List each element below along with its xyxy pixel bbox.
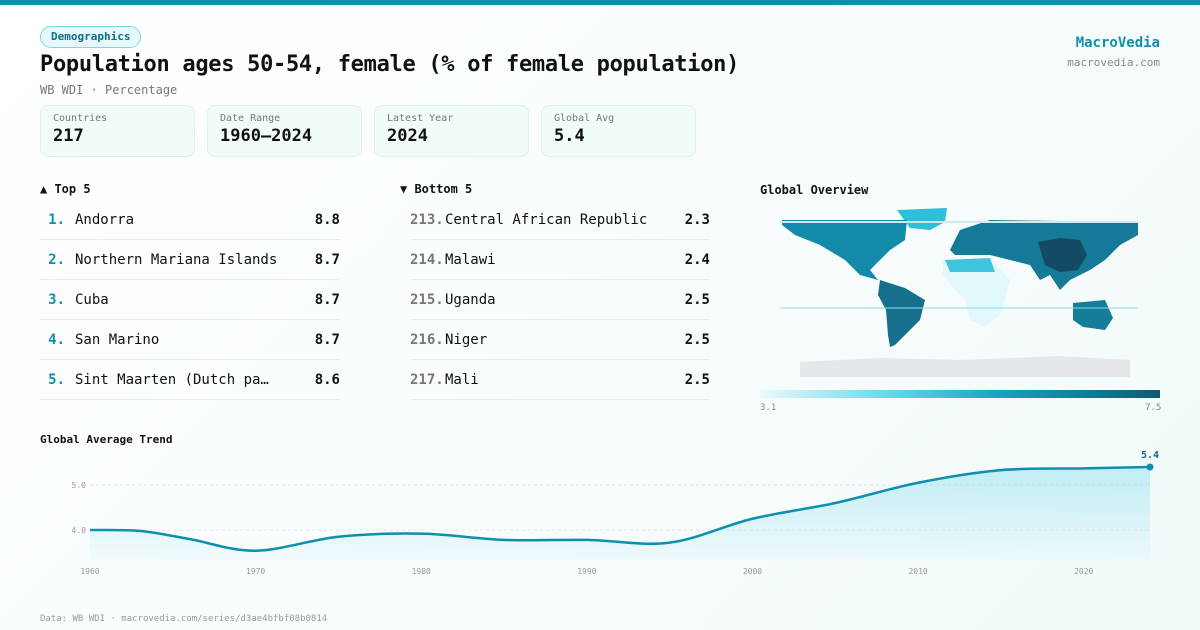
rank: 216. — [410, 331, 444, 348]
y-tick-label: 5.0 — [72, 481, 87, 490]
country-value: 2.5 — [684, 291, 710, 308]
country-name: San Marino — [75, 331, 160, 348]
map-heading: Global Overview — [760, 183, 869, 197]
trend-heading: Global Average Trend — [40, 433, 173, 446]
country-name: Mali — [445, 371, 479, 388]
y-tick-label: 4.0 — [72, 526, 87, 535]
map-north-africa — [945, 258, 995, 272]
x-tick-label: 1970 — [246, 567, 265, 576]
world-map — [780, 208, 1138, 377]
map-china — [1038, 238, 1087, 272]
rank: 5. — [48, 371, 65, 388]
country-name: Andorra — [75, 211, 135, 228]
x-tick-label: 1990 — [577, 567, 596, 576]
rank: 213. — [410, 211, 444, 228]
x-tick-label: 2010 — [908, 567, 927, 576]
rank: 215. — [410, 291, 444, 308]
ranking-row[interactable]: 1. Andorra 8.8 — [40, 200, 340, 240]
map-africa — [943, 258, 1010, 327]
country-value: 8.8 — [314, 211, 340, 228]
page-title: Population ages 50-54, female (% of fema… — [40, 52, 740, 77]
country-name: Northern Mariana Islands — [75, 251, 278, 268]
rank: 214. — [410, 251, 444, 268]
ranking-row[interactable]: 4. San Marino 8.7 — [40, 320, 340, 360]
top-accent-bar — [0, 0, 1200, 5]
trend-line — [89, 465, 1151, 552]
country-name: Malawi — [445, 251, 496, 268]
ranking-row[interactable]: 215. Uganda 2.5 — [410, 280, 710, 320]
rank: 4. — [48, 331, 65, 348]
map-north-america — [782, 220, 907, 280]
last-value-label: 5.4 — [1141, 450, 1159, 461]
country-value: 2.5 — [684, 331, 710, 348]
stat-label: Date Range — [220, 113, 281, 124]
country-value: 8.7 — [314, 251, 340, 268]
country-name: Sint Maarten (Dutch pa… — [75, 371, 269, 388]
category-badge[interactable]: Demographics — [40, 26, 142, 48]
rank: 217. — [410, 371, 444, 388]
brand-url[interactable]: macrovedia.com — [1067, 56, 1160, 69]
stat-label: Latest Year — [387, 113, 454, 124]
stat-value: 5.4 — [554, 126, 585, 146]
country-value: 2.3 — [684, 211, 710, 228]
stat-label: Global Avg — [554, 113, 615, 124]
map-australia — [1073, 300, 1113, 330]
x-tick-label: 2000 — [743, 567, 762, 576]
ranking-row[interactable]: 213. Central African Republic 2.3 — [410, 200, 710, 240]
stat-card-global-avg: Global Avg 5.4 — [541, 105, 696, 157]
x-tick-label: 2020 — [1074, 567, 1093, 576]
brand-logo[interactable]: MacroVedia — [1075, 35, 1160, 51]
country-name: Central African Republic — [445, 211, 648, 228]
country-name: Niger — [445, 331, 488, 348]
map-color-legend — [760, 390, 1160, 398]
stat-label: Countries — [53, 113, 108, 124]
ranking-row[interactable]: 214. Malawi 2.4 — [410, 240, 710, 280]
country-value: 2.5 — [684, 371, 710, 388]
rank: 2. — [48, 251, 65, 268]
rank: 1. — [48, 211, 65, 228]
ranking-row[interactable]: 3. Cuba 8.7 — [40, 280, 340, 320]
stat-value: 217 — [53, 126, 84, 146]
map-greenland — [897, 208, 947, 230]
ranking-row[interactable]: 217. Mali 2.5 — [410, 360, 710, 400]
page-subtitle: WB WDI · Percentage — [40, 83, 178, 97]
rank: 3. — [48, 291, 65, 308]
stat-card-date-range: Date Range 1960–2024 — [207, 105, 362, 157]
legend-max: 7.5 — [1145, 403, 1162, 413]
trend-chart: 4.0 5.0 1960 1970 1980 1990 2000 2010 2020 5.4 — [72, 450, 1159, 576]
country-value: 8.7 — [314, 291, 340, 308]
ranking-row[interactable]: 5. Sint Maarten (Dutch pa… 8.6 — [40, 360, 340, 400]
map-south-america — [878, 280, 925, 347]
x-tick-label: 1980 — [412, 567, 431, 576]
footer-source: Data: WB WDI · macrovedia.com/series/d3a… — [40, 614, 328, 624]
stat-value: 2024 — [387, 126, 428, 146]
bottom5-heading: ▼ Bottom 5 — [400, 182, 473, 196]
ranking-row[interactable]: 2. Northern Mariana Islands 8.7 — [40, 240, 340, 280]
legend-min: 3.1 — [760, 403, 777, 413]
top5-heading: ▲ Top 5 — [40, 182, 91, 196]
country-name: Uganda — [445, 291, 496, 308]
ranking-row[interactable]: 216. Niger 2.5 — [410, 320, 710, 360]
map-antarctica — [800, 356, 1130, 377]
country-value: 8.6 — [314, 371, 340, 388]
country-value: 2.4 — [684, 251, 710, 268]
stat-value: 1960–2024 — [220, 126, 313, 146]
trend-area — [90, 467, 1150, 560]
stat-card-latest-year: Latest Year 2024 — [374, 105, 529, 157]
data-point — [1146, 463, 1154, 471]
x-tick-label: 1960 — [80, 567, 99, 576]
country-name: Cuba — [75, 291, 109, 308]
country-value: 8.7 — [314, 331, 340, 348]
stat-card-countries: Countries 217 — [40, 105, 195, 157]
